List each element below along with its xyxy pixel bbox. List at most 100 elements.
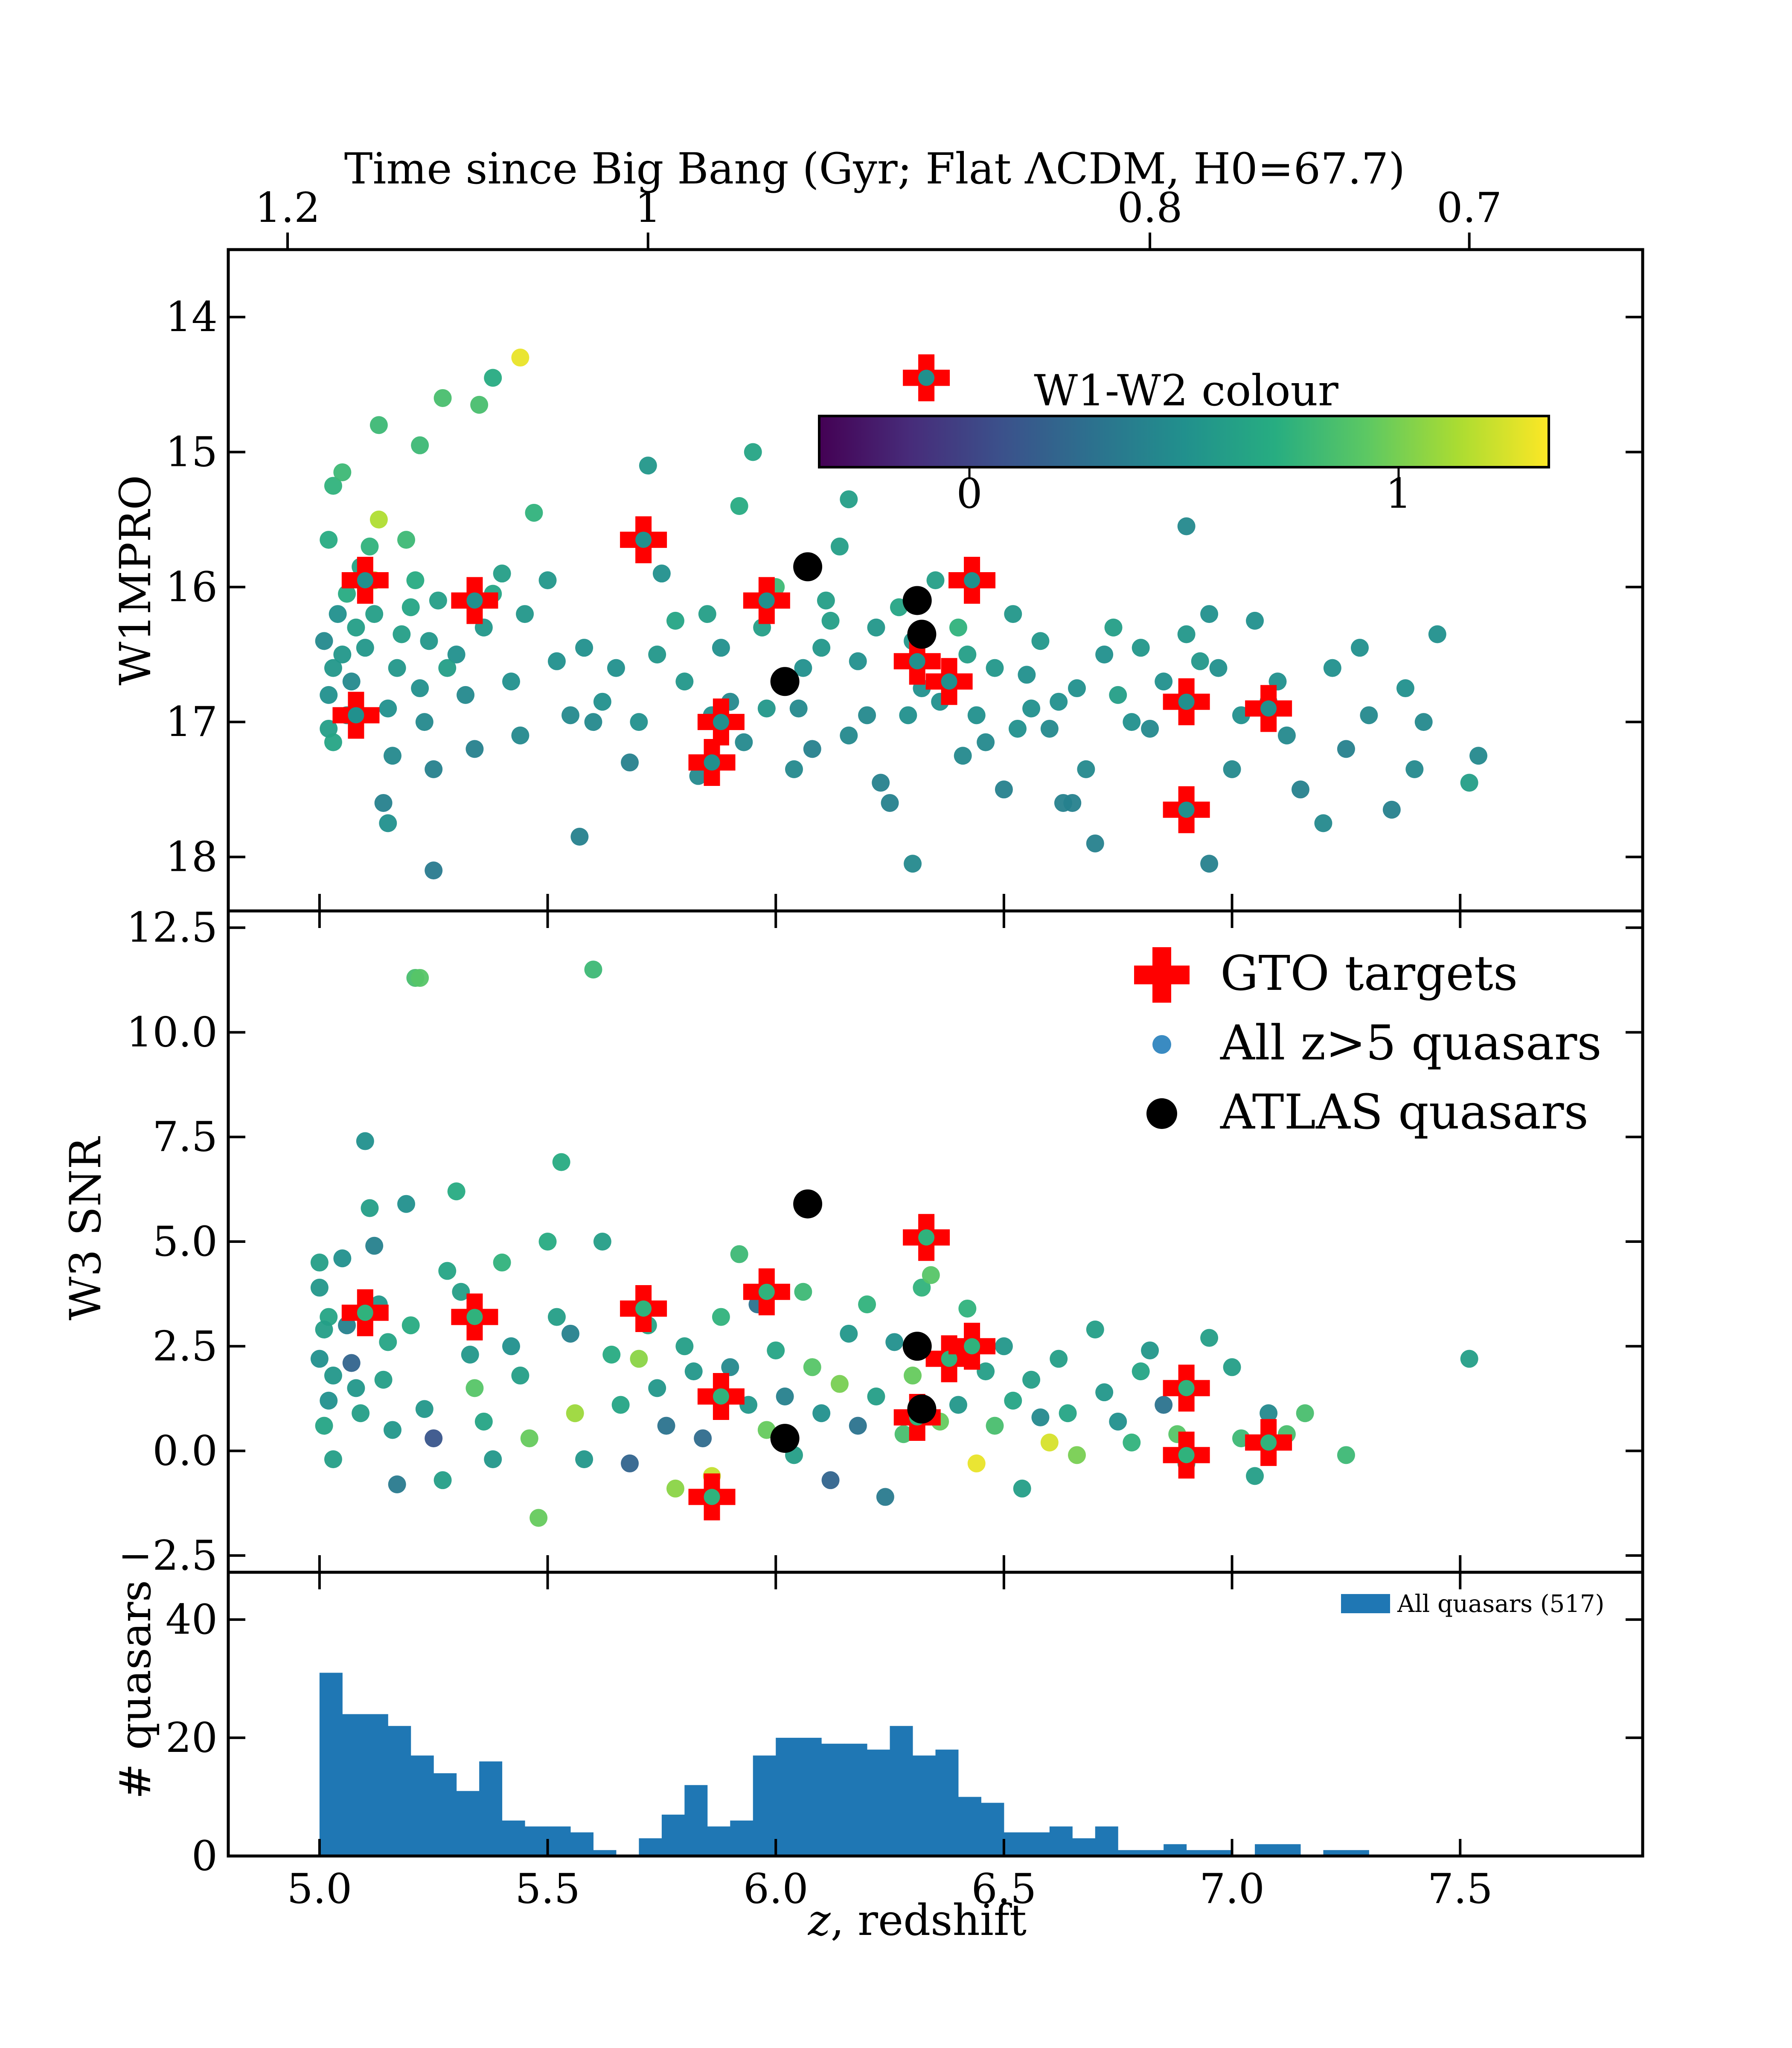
quasar-point	[840, 490, 858, 509]
atlas-quasar-point	[907, 620, 937, 649]
quasar-point	[320, 531, 338, 549]
quasar-point	[648, 1379, 666, 1397]
gto-target-point	[704, 754, 720, 771]
quasar-point	[575, 1450, 593, 1469]
quasar-point	[1050, 692, 1068, 711]
quasar-point	[652, 564, 671, 583]
panel-bottom-histogram: 0 20 40 5.0 5.5 6.0 6.5 7.0 7.5	[166, 1571, 1644, 1913]
quasar-point	[1141, 719, 1159, 738]
quasar-point	[1022, 1370, 1041, 1389]
gto-target-point	[635, 532, 652, 548]
quasar-point	[621, 1454, 639, 1472]
quasar-point	[607, 659, 625, 677]
quasar-point	[744, 443, 762, 461]
quasar-point	[1351, 639, 1369, 657]
quasar-point	[621, 753, 639, 772]
legend-hist-swatch	[1341, 1594, 1390, 1613]
quasar-point	[986, 1417, 1004, 1435]
quasar-point	[1086, 834, 1104, 852]
gto-target-point	[713, 714, 729, 730]
quasar-point	[1123, 1433, 1141, 1452]
quasar-point	[904, 1366, 922, 1385]
quasar-point	[365, 1236, 384, 1255]
quasar-point	[1109, 1412, 1127, 1431]
x-tick-label: 7.5	[1428, 1865, 1493, 1913]
y-tick-label: 10.0	[126, 1008, 218, 1056]
quasar-point	[1223, 1358, 1241, 1376]
quasar-point	[1200, 1329, 1219, 1347]
histogram-bar	[844, 1743, 867, 1856]
legend-gto-label: GTO targets	[1220, 946, 1518, 1001]
gto-target-point	[466, 1309, 483, 1325]
quasar-point	[457, 686, 475, 704]
quasar-point	[502, 672, 520, 691]
quasar-point	[977, 1362, 995, 1381]
quasar-point	[1396, 679, 1414, 698]
quasar-point	[1022, 699, 1041, 718]
top-axis-tick-label: 1.2	[255, 184, 320, 232]
quasar-point	[1314, 814, 1332, 832]
quasar-point	[694, 1429, 712, 1448]
legend-main: GTO targets All z>5 quasars ATLAS quasar…	[1134, 946, 1602, 1140]
y-tick-label: 5.0	[152, 1218, 218, 1265]
x-tick-label: 6.5	[972, 1865, 1037, 1913]
quasar-point	[1095, 645, 1114, 663]
quasar-point	[1077, 760, 1095, 778]
quasar-point	[849, 652, 867, 670]
quasar-point	[369, 510, 388, 529]
quasar-point	[1004, 605, 1022, 623]
quasar-point	[1323, 659, 1341, 677]
quasar-point	[310, 1278, 329, 1297]
top-axis-tick-label: 0.7	[1437, 184, 1502, 232]
quasar-point	[465, 740, 484, 758]
quasar-point	[1086, 1321, 1104, 1339]
quasar-point	[785, 760, 803, 778]
quasar-point	[388, 1475, 406, 1493]
quasar-point	[1031, 632, 1050, 650]
quasar-point	[1460, 1350, 1478, 1368]
quasar-point	[977, 733, 995, 751]
x-tick-label: 5.5	[515, 1865, 580, 1913]
quasar-point	[575, 639, 593, 657]
y-tick-label: 17	[166, 698, 218, 746]
colorbar-gradient	[818, 415, 1550, 468]
colorbar-tick-label: 1	[1385, 470, 1411, 518]
y-tick-label: 7.5	[152, 1113, 218, 1161]
quasar-point	[1405, 760, 1424, 778]
quasar-point	[529, 1509, 548, 1527]
quasar-point	[566, 1404, 584, 1423]
atlas-quasar-point	[770, 667, 800, 696]
quasar-point	[1132, 1362, 1150, 1381]
quasar-point	[1246, 611, 1264, 630]
quasar-point	[1460, 774, 1478, 792]
quasar-point	[817, 591, 835, 610]
histogram-bar	[525, 1826, 548, 1856]
quasar-point	[639, 457, 657, 475]
quasar-point	[958, 1299, 977, 1318]
quasar-point	[429, 591, 447, 610]
quasar-point	[570, 828, 589, 846]
quasar-point	[789, 699, 808, 718]
legend-gto-marker	[1134, 947, 1190, 1003]
quasar-point	[1277, 726, 1296, 745]
quasar-point	[689, 767, 707, 785]
histogram-bar	[365, 1714, 388, 1856]
quasar-point	[830, 1375, 849, 1393]
quasar-point	[967, 1454, 986, 1472]
quasar-point	[1031, 1408, 1050, 1427]
quasar-point	[803, 1358, 821, 1376]
quasar-point	[310, 1350, 329, 1368]
gto-target-point	[941, 673, 957, 690]
y-axis-label-quasars: # quasars	[111, 1580, 160, 1799]
histogram-bar	[798, 1737, 822, 1856]
quasar-point	[1141, 1341, 1159, 1360]
legend-atlas-label: ATLAS quasars	[1220, 1085, 1588, 1140]
quasar-point	[794, 659, 812, 677]
y-tick-label: 12.5	[126, 904, 218, 951]
quasar-point	[1068, 679, 1086, 698]
quasar-point	[352, 1404, 370, 1423]
quasar-point	[757, 699, 776, 718]
histogram-bar	[433, 1773, 457, 1856]
quasar-point	[324, 1366, 342, 1385]
